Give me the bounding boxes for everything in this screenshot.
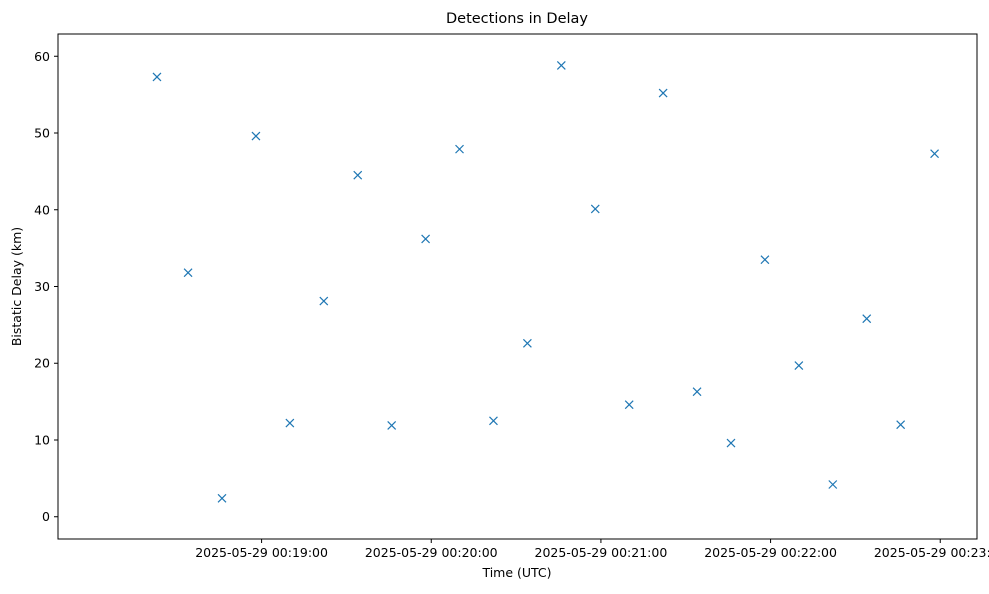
- y-axis-ticks: 0 10 20 30 40 50 60: [34, 49, 58, 524]
- data-point-marker: [455, 144, 464, 154]
- chart-title: Detections in Delay: [446, 11, 588, 27]
- data-point-marker: [217, 493, 227, 503]
- data-point-marker: [319, 296, 329, 306]
- data-point-marker: [285, 418, 295, 428]
- data-point-marker: [726, 438, 736, 448]
- data-point-marker: [930, 149, 940, 159]
- data-point-marker: [489, 416, 498, 426]
- data-point-marker: [183, 268, 193, 278]
- data-point-marker: [353, 170, 363, 180]
- data-point-marker: [387, 420, 397, 430]
- data-point-marker: [658, 88, 668, 98]
- data-point-marker: [251, 131, 261, 141]
- x-tick-label: 2025-05-29 00:20:00: [365, 545, 498, 560]
- data-point-marker: [896, 420, 906, 430]
- data-point-marker: [522, 338, 532, 348]
- data-point-marker: [760, 255, 770, 265]
- data-point-marker: [556, 61, 566, 70]
- y-tick-label: 10: [34, 432, 50, 447]
- data-point-marker: [794, 361, 804, 370]
- x-axis-label: Time (UTC): [481, 565, 551, 580]
- x-tick-label: 2025-05-29 00:23:00: [874, 545, 989, 560]
- data-point-marker: [152, 72, 162, 82]
- y-tick-label: 40: [34, 202, 50, 217]
- y-tick-label: 30: [34, 279, 50, 294]
- x-tick-label: 2025-05-29 00:22:00: [704, 545, 837, 560]
- data-point-marker: [862, 314, 872, 324]
- y-tick-label: 60: [34, 49, 50, 64]
- x-axis-ticks: 2025-05-29 00:19:00 2025-05-29 00:20:00 20…: [195, 539, 989, 560]
- x-tick-label: 2025-05-29 00:21:00: [535, 545, 668, 560]
- y-tick-label: 20: [34, 356, 50, 371]
- y-tick-label: 50: [34, 126, 50, 141]
- data-markers: [152, 61, 940, 503]
- x-tick-label: 2025-05-29 00:19:00: [195, 545, 328, 560]
- data-point-marker: [828, 480, 838, 489]
- plot-area-frame: [57, 33, 978, 540]
- data-point-marker: [692, 387, 702, 397]
- y-tick-label: 0: [42, 509, 50, 524]
- y-axis-label: Bistatic Delay (km): [9, 227, 24, 346]
- data-point-marker: [590, 204, 600, 214]
- data-point-marker: [624, 400, 634, 410]
- data-point-marker: [421, 234, 431, 244]
